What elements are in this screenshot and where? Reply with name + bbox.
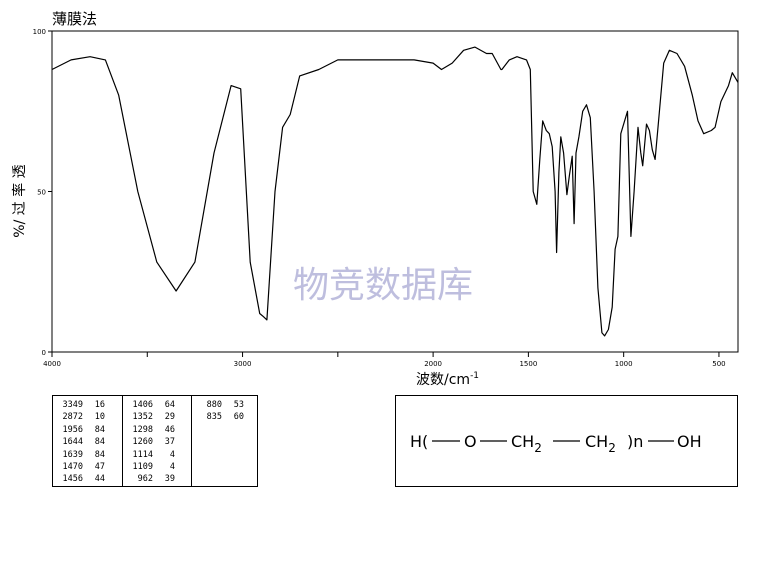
chart-title: 薄膜法 — [52, 10, 97, 28]
peak-wavenumber: 1352 — [132, 412, 153, 423]
peak-transmittance: 29 — [164, 412, 175, 423]
peak-table-row: 1956 84 — [53, 424, 122, 436]
peak-wavenumber: 1470 — [62, 461, 83, 472]
peak-table-row: 880 53 — [192, 399, 257, 411]
peak-table-row: 3349 16 — [53, 399, 122, 411]
y-ticks: 0 50 100 — [33, 28, 52, 357]
peak-transmittance: 53 — [233, 400, 244, 410]
peak-table-row: 1109 4 — [123, 461, 191, 473]
y-tick-label: 100 — [33, 28, 46, 36]
series-layer — [51, 46, 739, 337]
x-tick-label: 3000 — [234, 360, 252, 368]
peak-wavenumber: 962 — [137, 474, 153, 485]
peak-transmittance: 47 — [94, 461, 105, 472]
peak-wavenumber: 1456 — [62, 474, 83, 485]
peak-table-row: 2872 10 — [53, 411, 122, 423]
y-tick-label: 50 — [37, 189, 46, 197]
peak-transmittance: 37 — [164, 437, 175, 448]
x-tick-label: 500 — [712, 360, 725, 368]
peak-wavenumber: 2872 — [62, 412, 83, 423]
peak-wavenumber: 1956 — [62, 424, 83, 435]
formula-o: O — [464, 432, 477, 451]
peak-table-row: 1470 47 — [53, 461, 122, 473]
peak-table: 3349 16 2872 10 1956 84 1644 84 1639 84 1470 47 1456… — [52, 395, 258, 487]
peak-table-row: 1456 44 — [53, 473, 122, 485]
peak-transmittance: 4 — [169, 461, 175, 472]
peak-transmittance: 84 — [94, 449, 105, 460]
peak-transmittance: 60 — [233, 412, 244, 423]
y-tick-label: 0 — [42, 349, 46, 357]
peak-transmittance: 39 — [164, 474, 175, 485]
peak-wavenumber: 1639 — [62, 449, 83, 460]
peak-wavenumber: 1298 — [132, 424, 153, 435]
formula-h: H( — [410, 432, 428, 451]
x-tick-label: 1000 — [615, 360, 633, 368]
peak-wavenumber: 3349 — [62, 400, 83, 410]
peak-transmittance: 10 — [94, 412, 105, 423]
x-axis-label: 波数/cm-1 — [416, 371, 479, 388]
peak-transmittance: 4 — [169, 449, 175, 460]
peak-table-row: 1260 37 — [123, 436, 191, 448]
peak-table-column: 3349 16 2872 10 1956 84 1644 84 1639 84 1470 47 1456… — [53, 399, 122, 486]
peak-wavenumber: 1406 — [132, 400, 153, 410]
peak-table-row: 835 60 — [192, 411, 257, 423]
peak-table-row: 1406 64 — [123, 399, 191, 411]
peak-transmittance: 46 — [164, 424, 175, 435]
watermark: 物竞数据库 — [293, 265, 473, 306]
peak-wavenumber: 1109 — [132, 461, 153, 472]
formula-oh: OH — [677, 432, 702, 451]
spectrum-line — [51, 46, 739, 337]
peak-transmittance: 64 — [164, 400, 175, 410]
peak-wavenumber: 880 — [206, 400, 222, 410]
peak-table-column: 880 53 835 60 — [191, 396, 257, 486]
formula-close-n: )n — [627, 432, 643, 451]
peak-table-row: 962 39 — [123, 473, 191, 485]
peak-table-column: 1406 64 1352 29 1298 46 1260 37 1114 4 1109 4 962 39 — [122, 396, 191, 486]
y-axis-label: %/ 过 率 透 — [11, 164, 28, 237]
peak-transmittance: 16 — [94, 400, 105, 410]
x-axis-label-text: 波数/cm-1 — [416, 371, 479, 388]
peak-table-row: 1352 29 — [123, 411, 191, 423]
x-tick-label: 1500 — [519, 360, 537, 368]
peak-table-row: 1644 84 — [53, 436, 122, 448]
peak-wavenumber: 1114 — [132, 449, 153, 460]
formula-ch2-a: CH2 — [511, 432, 542, 455]
peak-transmittance: 84 — [94, 437, 105, 448]
structure-box — [395, 395, 738, 487]
x-tick-label: 2000 — [424, 360, 442, 368]
peak-table-row: 1114 4 — [123, 449, 191, 461]
peak-transmittance: 44 — [94, 474, 105, 485]
peak-wavenumber: 835 — [206, 412, 222, 423]
x-tick-label: 4000 — [43, 360, 61, 368]
peak-wavenumber: 1644 — [62, 437, 83, 448]
x-ticks: 4000 3000 2000 1500 1000 500 — [43, 352, 726, 368]
peak-transmittance: 84 — [94, 424, 105, 435]
y-axis-label-text: %/ 过 率 透 — [11, 164, 28, 237]
structure-formula: H( O CH2 CH2 )n OH — [410, 432, 702, 455]
peak-wavenumber: 1260 — [132, 437, 153, 448]
peak-table-row: 1298 46 — [123, 424, 191, 436]
formula-ch2-b: CH2 — [585, 432, 616, 455]
peak-table-row: 1639 84 — [53, 449, 122, 461]
